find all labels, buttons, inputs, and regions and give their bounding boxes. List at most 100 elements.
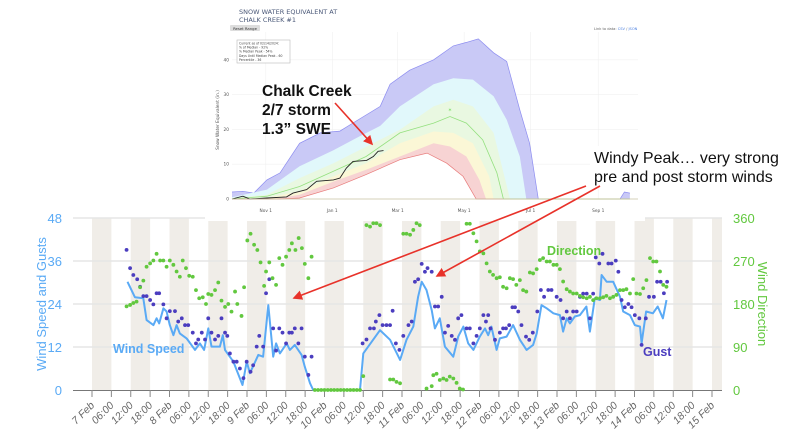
swe-chart-panel: SNOW WATER EQUIVALENT AT CHALK CREEK #1 … [205,0,645,221]
direction-point [270,276,275,281]
gust-point [397,347,402,352]
direction-point [574,291,579,296]
gust-point [296,341,301,346]
gust-point [486,313,491,318]
direction-point [641,286,646,291]
swe-title-line-2: CHALK CREEK #1 [239,16,296,24]
left-y-tick-label: 12 [48,340,62,355]
gust-point [423,269,427,274]
direction-point [497,275,502,280]
gust-point [183,323,187,328]
direction-point [335,388,340,392]
swe-x-tick-label: Jan 1 [326,208,338,214]
direction-point [531,271,536,276]
gust-point [425,266,430,271]
gust-point [267,277,272,282]
info-line-3: % Median Peak - 54% [239,50,273,54]
direction-point [588,294,592,299]
swe-2024-line [231,150,384,200]
direction-point [151,258,156,263]
gust-point [516,309,521,314]
direction-point [514,282,519,287]
direction-point [345,388,350,392]
direction-point [161,258,166,263]
gust-point [558,298,563,302]
gust-point [309,354,314,359]
direction-point [487,269,492,274]
gust-point [443,330,447,335]
csv-link[interactable]: CSV [618,27,626,31]
direction-point [158,258,163,263]
direction-point [329,388,333,392]
gust-point [661,291,666,296]
gust-point [289,330,294,335]
direction-point [206,292,211,296]
link-to-data: Link to data: CSV / JSON [594,27,638,31]
direction-point [424,386,429,391]
right-y-tick-label: 360 [733,211,755,226]
direction-point [408,232,412,237]
gust-point [619,298,624,302]
gust-point [135,277,140,282]
swe-y-axis-title: Snow Water Equivalent (in.) [215,90,221,150]
direction-point [537,258,542,262]
direction-point [544,259,549,264]
gust-point [584,291,589,296]
gust-point [433,304,437,309]
direction-point [517,278,522,283]
left-y-tick-label: 48 [48,211,62,226]
direction-point [638,292,642,296]
gust-point [484,319,488,324]
wind-speed-label: Wind Speed [113,342,184,356]
direction-point [348,388,353,392]
json-link[interactable]: JSON [628,27,638,31]
gust-point [128,266,133,271]
gust-point [477,326,482,331]
swe-max-line [231,38,630,200]
direction-point [554,262,559,267]
gust-point [467,326,472,331]
gust-point [513,305,517,310]
gust-point [388,323,392,328]
direction-point [197,296,202,301]
gust-point [237,366,242,371]
direction-point [248,231,253,236]
gust-point [360,341,365,346]
direction-point [141,278,146,283]
direction-point [434,371,439,376]
swe-median-line [231,116,630,200]
gust-point [571,309,576,314]
direction-point [252,242,257,247]
gust-point [254,344,259,349]
direction-point [437,378,442,382]
direction-point [233,289,237,294]
direction-point [404,231,409,236]
swe-y-tick-label: 40 [224,57,230,63]
direction-point [239,314,244,318]
direction-point [444,378,449,382]
direction-point [471,231,476,236]
direction-point [431,373,436,378]
gust-point [277,326,282,331]
gust-point [292,326,297,331]
gust-point [203,337,207,342]
direction-point [245,238,250,243]
gust-point [507,323,512,328]
swe-y-tick-label: 0 [226,197,229,203]
gust-point [530,330,535,335]
gust-point [302,354,307,359]
direction-point [319,388,324,392]
direction-point [451,376,456,381]
gust-point [409,319,414,324]
direction-point [371,221,376,226]
direction-point [391,377,396,382]
gust-point [481,313,486,318]
direction-point [216,280,221,285]
direction-point [167,258,172,263]
gust-point [206,316,211,321]
gust-point [574,309,579,314]
reset-range-button[interactable]: Reset Range [230,25,260,31]
gust-point [581,291,586,296]
direction-point [628,291,632,296]
direction-point [614,293,619,297]
